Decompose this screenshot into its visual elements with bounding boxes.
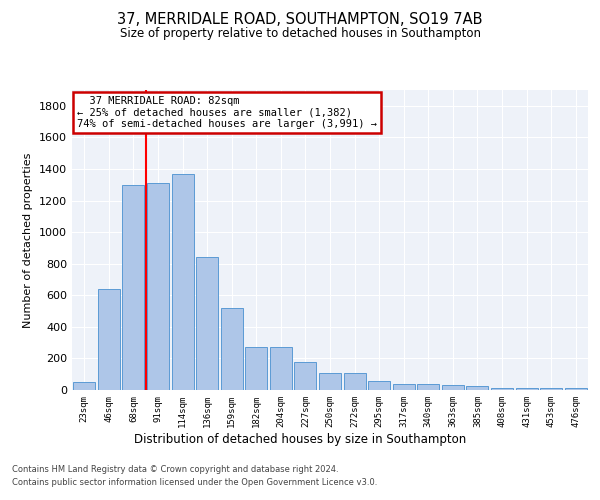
Bar bbox=[368, 380, 390, 390]
Bar bbox=[344, 374, 365, 390]
Bar bbox=[466, 386, 488, 390]
Bar bbox=[122, 184, 145, 390]
Bar bbox=[196, 256, 218, 390]
Text: 37, MERRIDALE ROAD, SOUTHAMPTON, SO19 7AB: 37, MERRIDALE ROAD, SOUTHAMPTON, SO19 7A… bbox=[117, 12, 483, 28]
Text: 37 MERRIDALE ROAD: 82sqm
← 25% of detached houses are smaller (1,382)
74% of sem: 37 MERRIDALE ROAD: 82sqm ← 25% of detach… bbox=[77, 96, 377, 129]
Y-axis label: Number of detached properties: Number of detached properties bbox=[23, 152, 34, 328]
Bar bbox=[98, 289, 120, 390]
Text: Contains HM Land Registry data © Crown copyright and database right 2024.: Contains HM Land Registry data © Crown c… bbox=[12, 466, 338, 474]
Bar bbox=[245, 346, 268, 390]
Bar bbox=[417, 384, 439, 390]
Text: Contains public sector information licensed under the Open Government Licence v3: Contains public sector information licen… bbox=[12, 478, 377, 487]
Bar bbox=[295, 362, 316, 390]
Bar bbox=[540, 388, 562, 390]
Bar bbox=[270, 346, 292, 390]
Bar bbox=[442, 386, 464, 390]
Bar bbox=[491, 388, 513, 390]
Text: Distribution of detached houses by size in Southampton: Distribution of detached houses by size … bbox=[134, 432, 466, 446]
Bar bbox=[565, 388, 587, 390]
Bar bbox=[73, 382, 95, 390]
Bar bbox=[515, 388, 538, 390]
Bar bbox=[221, 308, 243, 390]
Text: Size of property relative to detached houses in Southampton: Size of property relative to detached ho… bbox=[119, 28, 481, 40]
Bar bbox=[147, 183, 169, 390]
Bar bbox=[172, 174, 194, 390]
Bar bbox=[392, 384, 415, 390]
Bar bbox=[319, 374, 341, 390]
